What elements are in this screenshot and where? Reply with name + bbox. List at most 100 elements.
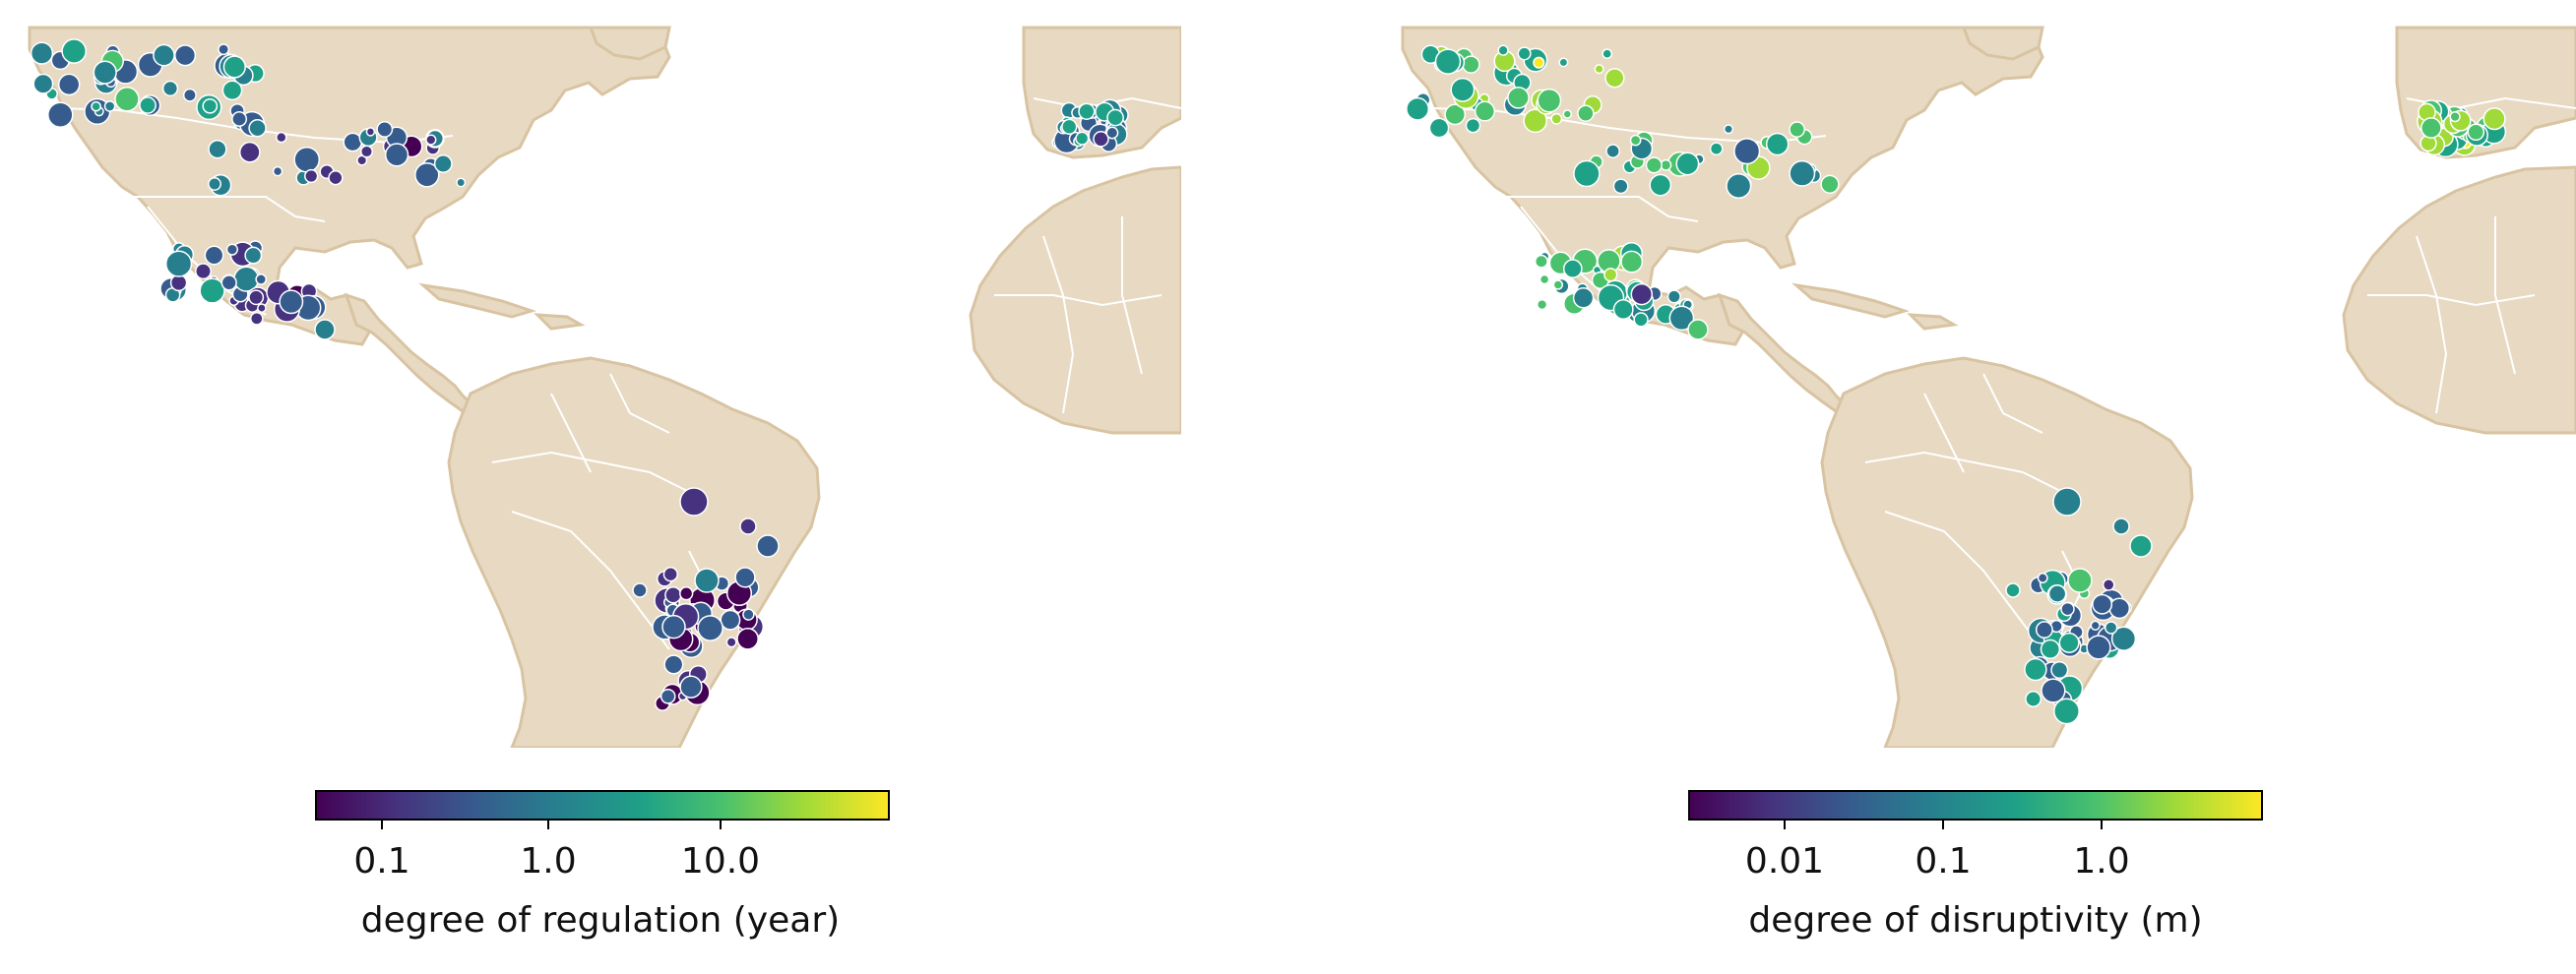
site-marker	[1620, 250, 1644, 274]
site-marker	[1105, 126, 1119, 140]
site-marker	[414, 162, 440, 188]
site-marker	[30, 41, 54, 65]
site-marker	[164, 250, 193, 277]
site-marker	[2112, 517, 2130, 535]
site-marker	[1507, 86, 1530, 109]
land-south-america	[447, 356, 821, 748]
site-marker	[384, 143, 409, 167]
site-marker	[1517, 46, 1532, 61]
site-marker	[2037, 573, 2048, 583]
site-marker	[1709, 142, 1724, 156]
site-marker	[663, 654, 684, 675]
site-marker	[2052, 487, 2082, 517]
land-central-america	[344, 292, 473, 413]
site-marker	[1474, 100, 1496, 122]
site-marker	[1630, 282, 1654, 306]
colorbar-label: degree of regulation (year)	[360, 900, 841, 941]
site-marker	[662, 567, 678, 582]
site-marker	[679, 675, 703, 699]
site-marker	[161, 80, 179, 97]
site-marker	[365, 127, 376, 137]
site-marker	[1675, 152, 1700, 176]
site-marker	[1523, 108, 1548, 134]
colorbar-tick: 0.1	[353, 841, 410, 882]
site-marker	[1633, 312, 1649, 328]
site-marker	[2047, 584, 2067, 603]
site-marker	[1462, 55, 1480, 74]
land-cuba	[418, 282, 536, 319]
site-marker	[304, 168, 319, 184]
site-marker	[1612, 178, 1629, 195]
site-marker	[32, 73, 54, 94]
site-marker	[208, 177, 221, 191]
site-marker	[1629, 134, 1642, 147]
site-marker	[679, 487, 709, 517]
site-marker	[174, 44, 197, 67]
site-marker	[2467, 123, 2485, 142]
site-marker	[2110, 626, 2137, 651]
site-marker	[199, 277, 225, 304]
site-marker	[276, 131, 287, 144]
site-marker	[279, 289, 304, 315]
colorbar-tick: 0.1	[1915, 841, 1972, 882]
site-marker	[195, 263, 212, 280]
map-panel-disruptivity: 0.01 0.1 1.0 degree of disruptivity (m)	[1373, 0, 2576, 974]
site-marker	[734, 567, 756, 588]
site-marker	[103, 100, 116, 112]
site-marker	[1428, 117, 1450, 139]
site-marker	[1668, 305, 1695, 332]
site-marker	[632, 582, 648, 598]
site-marker	[660, 688, 676, 704]
site-marker	[1106, 108, 1124, 127]
site-marker	[1562, 259, 1583, 278]
colorbar-tick: 10.0	[680, 841, 761, 882]
site-marker	[182, 88, 197, 102]
site-marker	[1078, 102, 1096, 120]
site-marker	[231, 111, 248, 127]
site-marker	[2040, 639, 2061, 660]
land-central-america	[1717, 292, 1847, 413]
map-regulation	[28, 26, 1181, 748]
site-marker	[2129, 534, 2153, 558]
site-marker	[456, 177, 467, 188]
site-marker	[314, 319, 336, 340]
site-marker	[2005, 582, 2021, 598]
site-marker	[248, 118, 267, 138]
site-marker	[2024, 657, 2047, 682]
site-marker	[661, 614, 686, 639]
site-marker	[244, 246, 263, 265]
land-arctic	[1961, 26, 2044, 61]
land-hispaniola	[1907, 313, 1959, 331]
site-marker	[1465, 117, 1481, 134]
site-marker	[359, 145, 374, 158]
site-marker	[1562, 109, 1573, 119]
site-marker	[1550, 112, 1563, 125]
site-marker	[222, 55, 246, 79]
site-marker	[1434, 48, 1462, 75]
colorbar-label: degree of disruptivity (m)	[1748, 900, 2203, 941]
site-marker	[272, 165, 283, 177]
colorbar-gradient	[315, 790, 890, 827]
site-marker	[202, 97, 219, 114]
site-marker	[1687, 319, 1709, 340]
site-marker	[1450, 77, 1476, 102]
site-marker	[208, 140, 227, 159]
site-marker	[57, 73, 81, 96]
site-marker	[720, 609, 741, 631]
land-layer	[28, 26, 1181, 748]
site-marker	[91, 100, 101, 112]
colorbar-gradient	[1688, 790, 2263, 821]
site-marker	[425, 134, 437, 146]
site-marker	[2102, 578, 2115, 591]
site-marker	[47, 101, 74, 128]
site-marker	[679, 586, 694, 601]
site-marker	[1552, 279, 1564, 290]
site-marker	[238, 141, 261, 163]
map-disruptivity	[1401, 26, 2576, 748]
site-marker	[93, 60, 117, 85]
site-marker	[1733, 138, 1761, 165]
site-marker	[1603, 268, 1618, 282]
colorbar-ticks-disruptivity	[1784, 820, 2103, 829]
site-marker	[255, 274, 268, 285]
site-marker	[257, 303, 267, 313]
